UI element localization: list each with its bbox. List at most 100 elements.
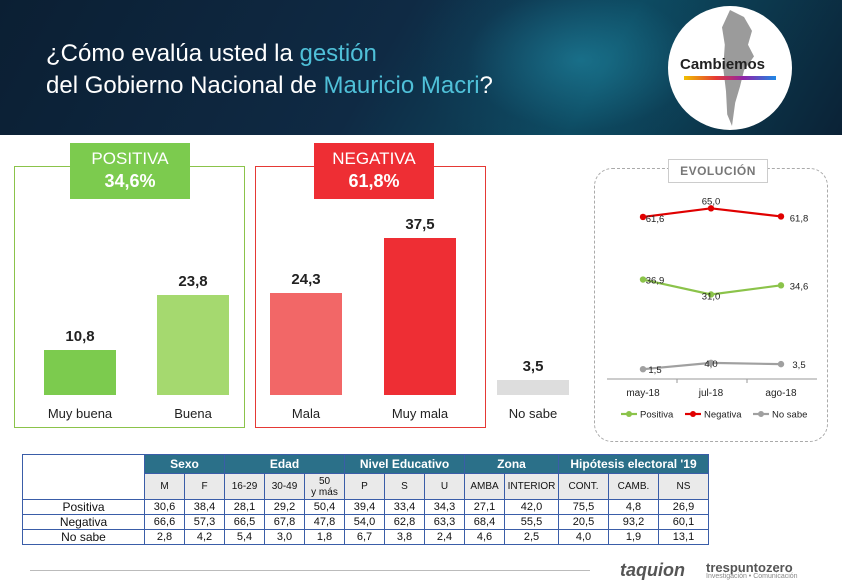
table-cell: 29,2	[264, 499, 305, 515]
positive-badge-label: POSITIVA	[91, 149, 169, 168]
logo-color-bar	[684, 76, 776, 80]
evolution-panel: may-18 jul-18 ago-18 36,9 31,0 34,6 61,6 65,0 61…	[594, 168, 828, 442]
evo-legend-label: No sabe	[772, 410, 807, 421]
evo-data-label: 31,0	[702, 291, 721, 302]
evolution-line-chart: may-18 jul-18 ago-18 36,9 31,0 34,6 61,6 65,0 61…	[607, 196, 817, 421]
table-cell: 27,1	[464, 499, 505, 515]
table-cell: 55,5	[504, 514, 559, 530]
trespuntozero-logo: trespuntozero Investigación • Comunicaci…	[706, 560, 798, 580]
table-cell: 60,1	[658, 514, 709, 530]
evo-data-label: 61,8	[790, 213, 809, 224]
bar-muy-buena	[44, 349, 116, 395]
positive-badge: POSITIVA 34,6%	[70, 143, 190, 199]
table-cell: 50,4	[304, 499, 345, 515]
table-group-header: Nivel Educativo	[344, 454, 465, 474]
bar-value-label: 10,8	[65, 327, 95, 345]
title-text: ?	[479, 72, 493, 99]
table-cell: 13,1	[658, 529, 709, 545]
table-col-header: F	[184, 473, 225, 500]
evo-x-label: ago-18	[765, 388, 797, 399]
table-cell: 57,3	[184, 514, 225, 530]
bar-category-label: Mala	[291, 406, 321, 421]
evo-legend-label: Positiva	[640, 410, 674, 421]
evo-point	[707, 205, 715, 212]
table-cell: 42,0	[504, 499, 559, 515]
bar-value-label: 37,5	[405, 215, 435, 233]
table-group-header: Zona	[464, 454, 559, 474]
bar-category-label: Muy buena	[47, 406, 113, 421]
header-banner: ¿Cómo evalúa usted la gestión del Gobier…	[0, 0, 842, 135]
table-col-header: U	[424, 473, 465, 500]
table-col-header: 16-29	[224, 473, 265, 500]
taquion-logo: taquion	[620, 560, 685, 580]
table-col-header: P	[344, 473, 385, 500]
evo-legend-marker	[690, 411, 696, 417]
title-text: del Gobierno Nacional de	[46, 72, 324, 99]
table-row-label: No sabe	[22, 529, 145, 545]
table-cell: 66,6	[144, 514, 185, 530]
table-group-header: Hipótesis electoral '19	[558, 454, 709, 474]
table-cell: 68,4	[464, 514, 505, 530]
table-cell: 4,0	[558, 529, 609, 545]
table-cell: 2,4	[424, 529, 465, 545]
table-cell: 67,8	[264, 514, 305, 530]
table-row-label: Positiva	[22, 499, 145, 515]
evo-data-label: 34,6	[790, 281, 809, 292]
table-cell: 4,6	[464, 529, 505, 545]
table-cell: 4,8	[608, 499, 659, 515]
bar-value-label: 24,3	[291, 270, 321, 288]
positive-badge-value: 34,6%	[104, 171, 156, 191]
bar-category-label: Muy mala	[391, 406, 449, 421]
table-cell: 28,1	[224, 499, 265, 515]
title-highlight: gestión	[299, 40, 377, 67]
evo-legend-label: Negativa	[704, 410, 742, 421]
table-group-header: Sexo	[144, 454, 225, 474]
table-col-header: M	[144, 473, 185, 500]
table-cell: 4,2	[184, 529, 225, 545]
table-cell: 39,4	[344, 499, 385, 515]
table-cell: 38,4	[184, 499, 225, 515]
bar-value-label: 23,8	[178, 273, 208, 291]
table-col-header: NS	[658, 473, 709, 500]
evo-point	[639, 276, 647, 283]
cambiemos-logo: Cambiemos	[668, 6, 792, 130]
trespuntozero-subtext: Investigación • Comunicación	[706, 573, 798, 580]
table-col-header: CAMB.	[608, 473, 659, 500]
evo-data-label: 36,9	[646, 276, 665, 287]
table-cell: 34,3	[424, 499, 465, 515]
evolution-title: EVOLUCIÓN	[668, 159, 768, 183]
table-cell: 54,0	[344, 514, 385, 530]
table-corner	[22, 454, 145, 500]
table-cell: 2,8	[144, 529, 185, 545]
table-cell: 30,6	[144, 499, 185, 515]
evo-data-label: 4,0	[704, 359, 717, 370]
bar-no-sabe	[497, 380, 569, 395]
title-text: ¿Cómo evalúa usted la	[46, 40, 300, 67]
table-cell: 66,5	[224, 514, 265, 530]
table-cell: 6,7	[344, 529, 385, 545]
table-row-label: Negativa	[22, 514, 145, 530]
table-cell: 3,8	[384, 529, 425, 545]
evo-point	[777, 282, 785, 289]
table-cell: 75,5	[558, 499, 609, 515]
evo-point	[639, 213, 647, 221]
evo-data-label: 65,0	[702, 196, 721, 207]
evo-data-label: 61,6	[646, 214, 665, 225]
evo-point	[707, 359, 715, 367]
table-col-header: INTERIOR	[504, 473, 559, 500]
negative-badge: NEGATIVA 61,8%	[314, 143, 434, 199]
table-cell: 1,9	[608, 529, 659, 545]
evo-point	[777, 360, 785, 368]
table-cell: 1,8	[304, 529, 345, 545]
table-col-header: 30-49	[264, 473, 305, 500]
page-title: ¿Cómo evalúa usted la gestión del Gobier…	[46, 38, 493, 102]
table-cell: 2,5	[504, 529, 559, 545]
evo-point	[777, 213, 785, 220]
table-cell: 93,2	[608, 514, 659, 530]
bar-muy-mala	[384, 237, 456, 395]
evo-data-label: 3,5	[792, 360, 805, 371]
negative-badge-label: NEGATIVA	[332, 149, 416, 168]
bar-buena	[157, 295, 229, 395]
table-col-header: S	[384, 473, 425, 500]
footer-divider	[30, 570, 590, 571]
